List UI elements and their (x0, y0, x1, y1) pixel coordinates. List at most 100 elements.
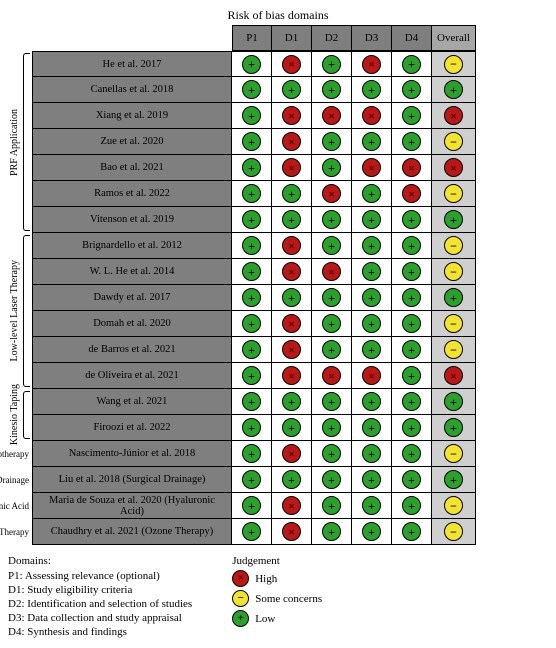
judgement-circle-high: × (322, 262, 341, 281)
judgement-circle-low: + (362, 184, 381, 203)
judgement-circle-low: + (444, 470, 463, 489)
domain-cell: + (392, 311, 432, 337)
study-label: Wang et al. 2021 (32, 389, 232, 415)
domain-legend-line: D1: Study eligibility criteria (8, 584, 192, 596)
domain-cell: × (352, 155, 392, 181)
domain-cell: + (352, 233, 392, 259)
domain-cell: + (232, 493, 272, 519)
judgement-circle-high: × (282, 236, 301, 255)
judgement-circle-low: + (362, 132, 381, 151)
domain-cell: + (352, 493, 392, 519)
judgement-circle-low: + (402, 444, 421, 463)
judgement-circle-high: × (362, 55, 381, 74)
study-label: Domah et al. 2020 (32, 311, 232, 337)
domain-cell: + (312, 311, 352, 337)
domain-cell: × (272, 233, 312, 259)
overall-cell: × (432, 103, 476, 129)
domain-cell: × (272, 155, 312, 181)
judgement-circle-low: + (362, 288, 381, 307)
group-bracket (20, 51, 32, 233)
domain-cell: + (272, 207, 312, 233)
judgement-circle-high: × (322, 366, 341, 385)
study-label: Xiang et al. 2019 (32, 103, 232, 129)
study-label: Dawdy et al. 2017 (32, 285, 232, 311)
overall-cell: − (432, 233, 476, 259)
overall-cell: − (432, 441, 476, 467)
judgement-circle-low: + (402, 340, 421, 359)
judgement-circle-low: + (402, 288, 421, 307)
judgement-circle-low: + (402, 80, 421, 99)
domain-cell: + (352, 337, 392, 363)
judgement-circle-low: + (444, 392, 463, 411)
judgement-circle-low: + (322, 418, 341, 437)
study-label: Vitenson et al. 2019 (32, 207, 232, 233)
study-label: Firoozi et al. 2022 (32, 415, 232, 441)
group-bracket (20, 389, 32, 441)
overall-cell: + (432, 415, 476, 441)
overall-cell: − (432, 259, 476, 285)
judgement-legend-row: ×High (232, 570, 322, 587)
judgement-circle-some: − (444, 184, 463, 203)
judgement-circle-low: + (242, 80, 261, 99)
judgement-circle-low: + (362, 236, 381, 255)
judgement-circle-low: + (282, 184, 301, 203)
domain-cell: + (352, 519, 392, 545)
judgement-circle-high: × (282, 106, 301, 125)
domain-legend-line: P1: Assessing relevance (optional) (8, 570, 192, 582)
judgement-circle-low: + (402, 132, 421, 151)
judgement-circle-high: × (282, 366, 301, 385)
judgement-circle-low: + (402, 210, 421, 229)
overall-cell: − (432, 337, 476, 363)
judgement-circle-low: + (242, 366, 261, 385)
judgement-circle-low: + (402, 236, 421, 255)
overall-cell: + (432, 389, 476, 415)
domain-cell: + (272, 285, 312, 311)
overall-cell: − (432, 519, 476, 545)
judgement-circle-low: + (242, 340, 261, 359)
overall-cell: − (432, 129, 476, 155)
study-label: Bao et al. 2021 (32, 155, 232, 181)
judgement-circle-low: + (362, 314, 381, 333)
domain-cell: + (312, 285, 352, 311)
overall-cell: − (432, 51, 476, 77)
judgement-circle-some: − (444, 236, 463, 255)
domain-cell: + (232, 51, 272, 77)
column-header: D3 (352, 25, 392, 51)
domain-cell: + (232, 441, 272, 467)
judgement-circle-high: × (282, 314, 301, 333)
judgement-circle-low: + (242, 496, 261, 515)
judgement-circle-low: + (322, 496, 341, 515)
judgement-circle-low: + (242, 314, 261, 333)
judgement-circle-low: + (362, 340, 381, 359)
domain-cell: + (352, 441, 392, 467)
domain-cell: + (392, 129, 432, 155)
judgement-circle-low: + (232, 610, 249, 627)
judgement-circle-low: + (402, 418, 421, 437)
overall-cell: + (432, 467, 476, 493)
judgement-circle-high: × (362, 106, 381, 125)
domain-cell: × (272, 259, 312, 285)
judgement-circle-low: + (362, 522, 381, 541)
domain-cell: + (352, 181, 392, 207)
domain-cell: + (392, 415, 432, 441)
judgement-circle-high: × (362, 366, 381, 385)
domain-cell: + (312, 129, 352, 155)
domain-cell: + (312, 337, 352, 363)
chart-title: Risk of bias domains (8, 8, 548, 23)
domain-cell: + (312, 233, 352, 259)
judgement-legend-label: High (255, 573, 277, 585)
overall-cell: × (432, 155, 476, 181)
domain-cell: + (392, 77, 432, 103)
judgement-circle-low: + (242, 444, 261, 463)
domain-cell: + (232, 519, 272, 545)
study-label: Maria de Souza et al. 2020 (Hyaluronic A… (32, 493, 232, 519)
domain-cell: + (232, 389, 272, 415)
judgement-circle-low: + (362, 262, 381, 281)
domain-cell: + (392, 389, 432, 415)
domain-cell: + (352, 415, 392, 441)
judgement-circle-low: + (242, 522, 261, 541)
column-header: D1 (272, 25, 312, 51)
judgement-circle-low: + (362, 418, 381, 437)
study-label: W. L. He et al. 2014 (32, 259, 232, 285)
judgement-circle-low: + (322, 236, 341, 255)
